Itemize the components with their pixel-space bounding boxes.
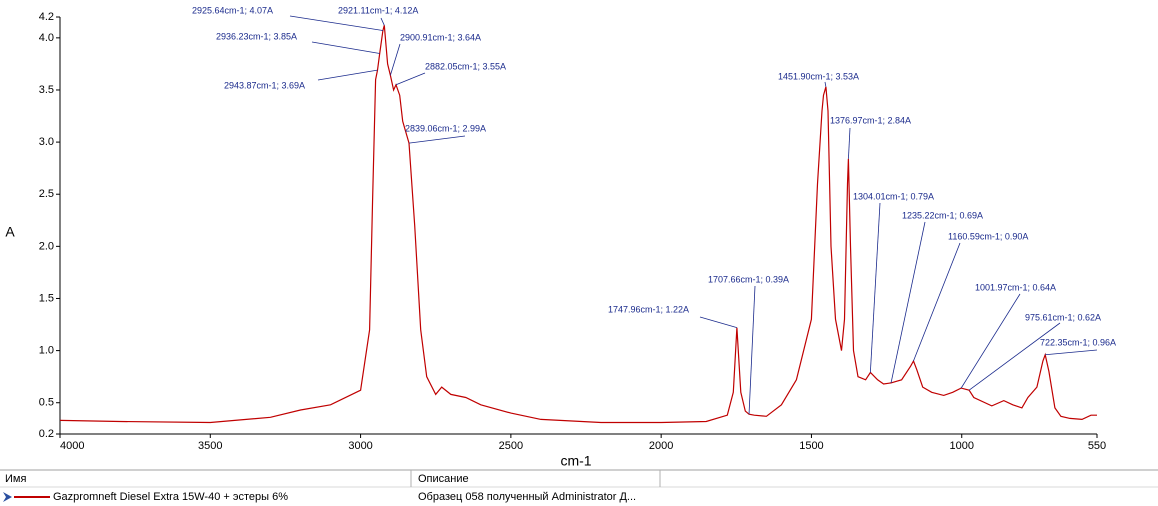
annotation-leader — [395, 72, 426, 86]
x-tick-label: 2000 — [649, 440, 673, 452]
y-tick-label: 3.0 — [39, 136, 54, 148]
y-tick-label: 4.0 — [39, 32, 54, 44]
x-tick-label: 550 — [1088, 440, 1106, 452]
y-tick-label: 2.0 — [39, 240, 54, 252]
annotation-label: 975.61cm-1; 0.62A — [1025, 312, 1101, 322]
annotation-label: 2839.06cm-1; 2.99A — [405, 123, 486, 133]
spectrum-line — [59, 25, 1097, 424]
x-tick-label: 3000 — [348, 440, 372, 452]
annotation-leader — [289, 15, 383, 31]
annotation-label: 2900.91cm-1; 3.64A — [400, 32, 481, 42]
annotation-leader — [1045, 349, 1098, 356]
annotation-label: 722.35cm-1; 0.96A — [1040, 337, 1116, 347]
description: Образец 058 полученный Administrator Д..… — [418, 491, 636, 503]
x-tick-label: 3500 — [198, 440, 222, 452]
annotation-leader — [408, 135, 466, 144]
annotation-label: 1160.59cm-1; 0.90A — [948, 231, 1028, 241]
annotation-label: 2921.11cm-1; 4.12A — [338, 5, 418, 15]
annotation-label: 2936.23cm-1; 3.85A — [216, 31, 297, 41]
y-tick-label: 1.5 — [39, 292, 54, 304]
y-tick-label: 3.5 — [39, 84, 54, 96]
row-arrow-icon — [3, 492, 12, 502]
annotation-leader — [960, 293, 1021, 389]
annotation-label: 1747.96cm-1; 1.22A — [608, 304, 689, 314]
annotation-leader — [913, 242, 961, 362]
annotation-label: 1235.22cm-1; 0.69A — [902, 210, 983, 220]
annotation-label: 1304.01cm-1; 0.79A — [853, 191, 934, 201]
y-axis-label: A — [5, 224, 15, 240]
x-tick-label: 4000 — [60, 440, 84, 452]
annotation-label: 1001.97cm-1; 0.64A — [975, 282, 1056, 292]
annotation-label: 2925.64cm-1; 4.07A — [192, 5, 273, 15]
annotation-leader — [699, 316, 738, 329]
x-tick-label: 2500 — [499, 440, 523, 452]
annotation-label: 1707.66cm-1; 0.39A — [708, 274, 789, 284]
y-tick-label: 4.2 — [39, 11, 54, 23]
annotation-leader — [890, 221, 926, 384]
annotation-leader — [389, 43, 401, 76]
column-header[interactable]: Имя — [5, 473, 26, 485]
y-tick-label: 0.2 — [39, 428, 54, 440]
legend-entry[interactable]: Gazpromneft Diesel Extra 15W-40 + эстеры… — [53, 491, 288, 503]
y-tick-label: 0.5 — [39, 397, 54, 409]
annotation-label: 2882.05cm-1; 3.55A — [425, 61, 506, 71]
annotation-leader — [311, 41, 380, 54]
annotation-label: 1376.97cm-1; 2.84A — [830, 115, 911, 125]
annotation-leader — [848, 127, 851, 159]
annotation-leader — [869, 202, 881, 373]
annotation-leader — [748, 285, 756, 415]
y-tick-label: 1.0 — [39, 345, 54, 357]
annotation-leader — [380, 17, 385, 26]
annotation-leader — [824, 81, 827, 87]
legend-table — [0, 470, 1158, 506]
x-tick-label: 1000 — [949, 440, 973, 452]
y-tick-label: 2.5 — [39, 188, 54, 200]
annotation-label: 2943.87cm-1; 3.69A — [224, 80, 305, 90]
annotation-leader — [968, 322, 1061, 391]
column-header[interactable]: Описание — [418, 473, 469, 485]
annotation-leader — [317, 69, 378, 81]
x-axis-label: cm-1 — [560, 453, 591, 469]
x-tick-label: 1500 — [799, 440, 823, 452]
annotation-label: 1451.90cm-1; 3.53A — [778, 71, 859, 81]
